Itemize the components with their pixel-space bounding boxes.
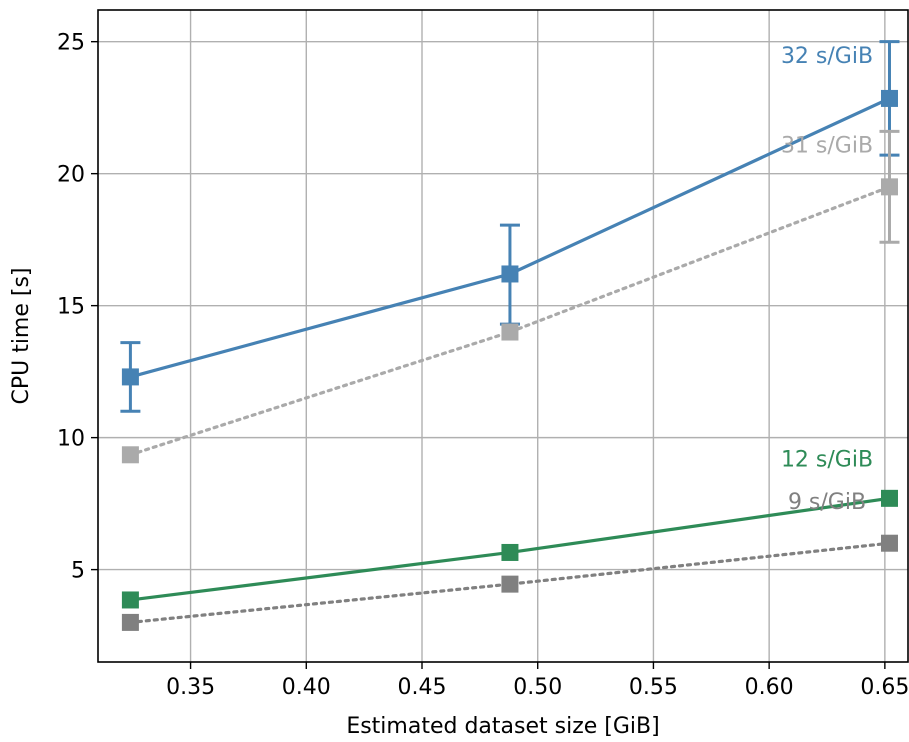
y-axis-label: CPU time [s] bbox=[9, 267, 34, 404]
series-3-point bbox=[121, 613, 139, 631]
x-tick-label: 0.45 bbox=[398, 675, 447, 700]
ticks: 0.35 0.40 0.45 0.50 0.55 0.60 0.65 5 10 15 20 25 bbox=[57, 31, 909, 700]
series-1-point bbox=[880, 178, 898, 196]
y-tick-label: 20 bbox=[57, 163, 85, 188]
series-3-point bbox=[880, 534, 898, 552]
x-tick-label: 0.65 bbox=[860, 675, 909, 700]
x-tick-label: 0.50 bbox=[513, 675, 562, 700]
series-layer bbox=[120, 40, 900, 631]
series-0-point bbox=[501, 265, 519, 283]
slope-annotation: 32 s/GiB bbox=[781, 44, 873, 69]
series-1-point bbox=[501, 323, 519, 341]
series-3-line bbox=[128, 541, 892, 625]
series-2-point bbox=[121, 591, 139, 609]
grid bbox=[98, 10, 908, 662]
series-0-point bbox=[880, 89, 898, 107]
series-0-point bbox=[121, 368, 139, 386]
x-tick-label: 0.35 bbox=[166, 675, 215, 700]
series-2-point bbox=[880, 489, 898, 507]
series-3-point bbox=[501, 575, 519, 593]
annotations-layer: 32 s/GiB 31 s/GiB 12 s/GiB 9 s/GiB bbox=[781, 44, 873, 515]
y-tick-label: 15 bbox=[57, 295, 85, 320]
x-axis-label: Estimated dataset size [GiB] bbox=[346, 714, 659, 739]
x-tick-label: 0.55 bbox=[629, 675, 678, 700]
y-tick-label: 10 bbox=[57, 427, 85, 452]
slope-annotation: 31 s/GiB bbox=[781, 134, 873, 159]
x-tick-label: 0.40 bbox=[282, 675, 331, 700]
slope-annotation: 9 s/GiB bbox=[788, 490, 866, 515]
series-2-point bbox=[501, 543, 519, 561]
plot-frame bbox=[97, 9, 909, 663]
slope-annotation: 12 s/GiB bbox=[781, 448, 873, 473]
series-1-point bbox=[121, 446, 139, 464]
x-tick-label: 0.60 bbox=[745, 675, 794, 700]
y-tick-label: 25 bbox=[57, 31, 85, 56]
y-tick-label: 5 bbox=[71, 559, 85, 584]
